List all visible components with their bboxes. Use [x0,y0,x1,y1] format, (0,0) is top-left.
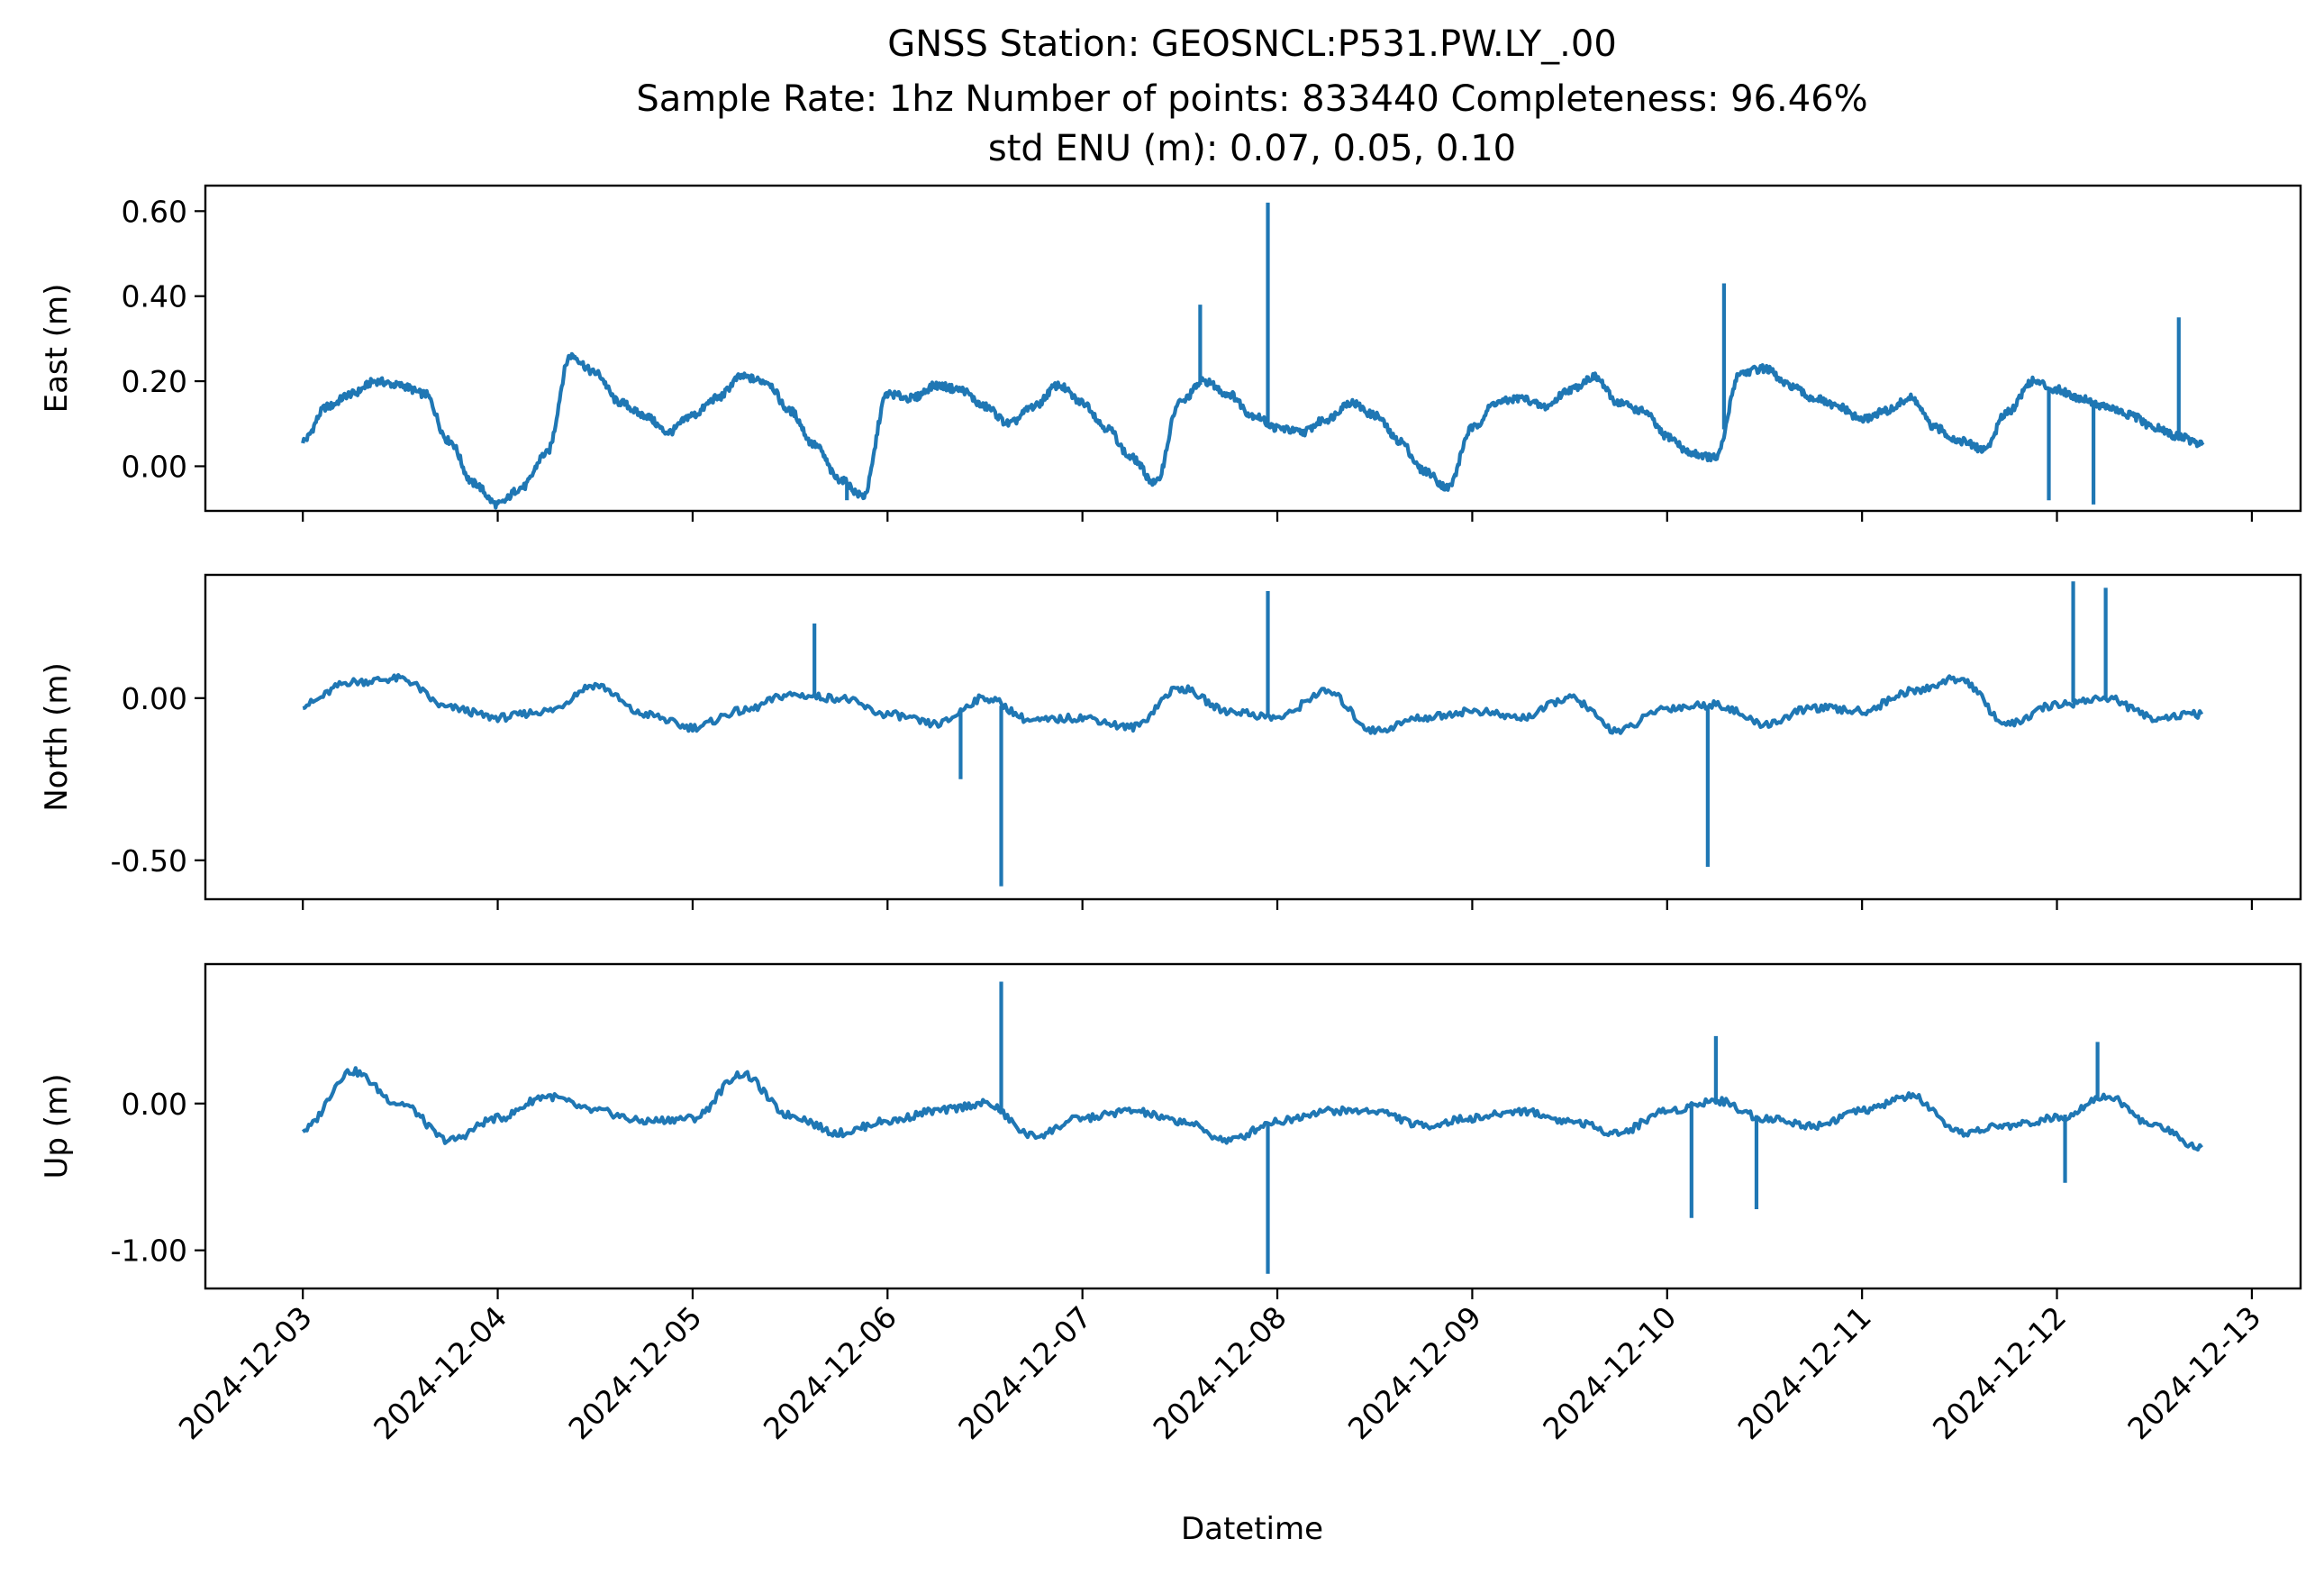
title-line-1: GNSS Station: GEOSNCL:P531.PW.LY_.00 [887,23,1617,65]
y-tick-label: -0.50 [111,843,187,879]
y-tick-label: 0.00 [122,1087,187,1122]
y-tick-label: -1.00 [111,1234,187,1269]
y-axis-label: Up (m) [39,1074,75,1179]
panel-east: 0.00 0.20 0.40 0.60 East (m) [39,184,2302,522]
series-line [302,672,2204,735]
y-tick-label: 0.00 [122,449,187,484]
plot-frame [204,184,2302,513]
title-line-3: std ENU (m): 0.07, 0.05, 0.10 [988,128,1516,169]
y-tick-label: 0.20 [122,364,187,399]
panel-north: -0.50 0.00 North (m) [39,573,2302,910]
y-axis-label: North (m) [39,662,75,812]
y-axis-label: East (m) [39,284,75,414]
series-line [301,1066,2203,1152]
y-tick-label: 0.40 [122,279,187,314]
title-line-2: Sample Rate: 1hz Number of points: 83344… [636,78,1867,120]
y-tick-label: 0.00 [122,681,187,716]
plot-frame [204,962,2302,1290]
y-tick-label: 0.60 [122,194,187,229]
series-line [301,351,2205,510]
x-axis-label: Datetime [1181,1511,1323,1547]
plot-frame [204,573,2302,901]
